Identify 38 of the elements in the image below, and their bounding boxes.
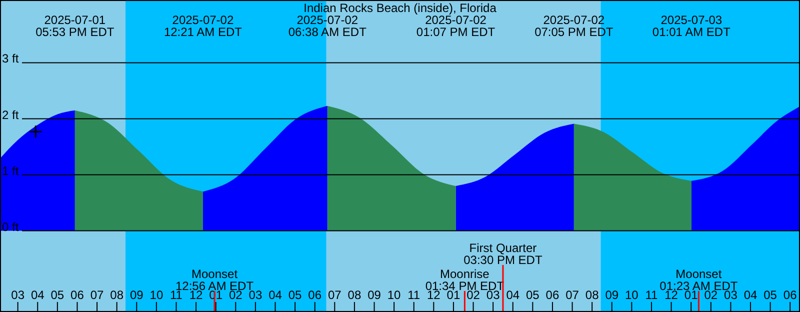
x-tick-label: 09 xyxy=(130,288,144,302)
x-tick-label: 04 xyxy=(506,288,520,302)
y-tick-label: 2 ft xyxy=(2,108,20,122)
x-tick-label: 06 xyxy=(308,288,322,302)
x-tick-label: 10 xyxy=(625,288,639,302)
y-tick-label: 3 ft xyxy=(2,52,20,66)
annotation: 2025-07-01 05:53 PM EDT xyxy=(36,13,115,39)
x-tick-label: 03 xyxy=(11,288,25,302)
y-tick-label: 1 ft xyxy=(2,164,20,178)
x-tick-label: 09 xyxy=(605,288,619,302)
x-tick-label: 07 xyxy=(328,288,342,302)
annotation: 2025-07-02 12:21 AM EDT xyxy=(164,13,243,39)
x-tick-label: 09 xyxy=(368,288,382,302)
x-tick-label: 07 xyxy=(566,288,580,302)
x-tick-label: 04 xyxy=(268,288,282,302)
x-tick-label: 04 xyxy=(30,288,45,302)
x-tick-label: 05 xyxy=(764,288,778,302)
x-tick-label: 11 xyxy=(408,288,420,302)
x-tick-label: 08 xyxy=(110,288,124,302)
x-tick-label: 07 xyxy=(90,288,104,302)
x-tick-label: 10 xyxy=(150,288,164,302)
x-tick-label: 05 xyxy=(288,288,302,302)
chart-title: Indian Rocks Beach (inside), Florida xyxy=(304,1,497,15)
x-tick-label: 06 xyxy=(783,288,798,302)
x-tick-label: 05 xyxy=(526,288,540,302)
x-tick-label: 04 xyxy=(744,288,758,302)
x-tick-label: 08 xyxy=(585,288,600,302)
x-tick-label: 06 xyxy=(546,288,560,302)
x-tick-label: 11 xyxy=(645,288,658,302)
x-tick-label: 10 xyxy=(387,288,402,302)
annotation: 2025-07-02 01:07 PM EDT xyxy=(416,13,496,39)
ref-line-label: First Quarter 03:30 PM EDT xyxy=(464,241,543,267)
x-tick-label: 03 xyxy=(248,288,262,302)
annotation: 2025-07-03 01:01 AM EDT xyxy=(652,13,732,39)
x-tick-label: 08 xyxy=(348,288,362,302)
x-tick-label: 06 xyxy=(70,288,84,302)
x-tick-label: 05 xyxy=(50,288,64,302)
y-tick-label: 0 ft xyxy=(2,220,20,234)
